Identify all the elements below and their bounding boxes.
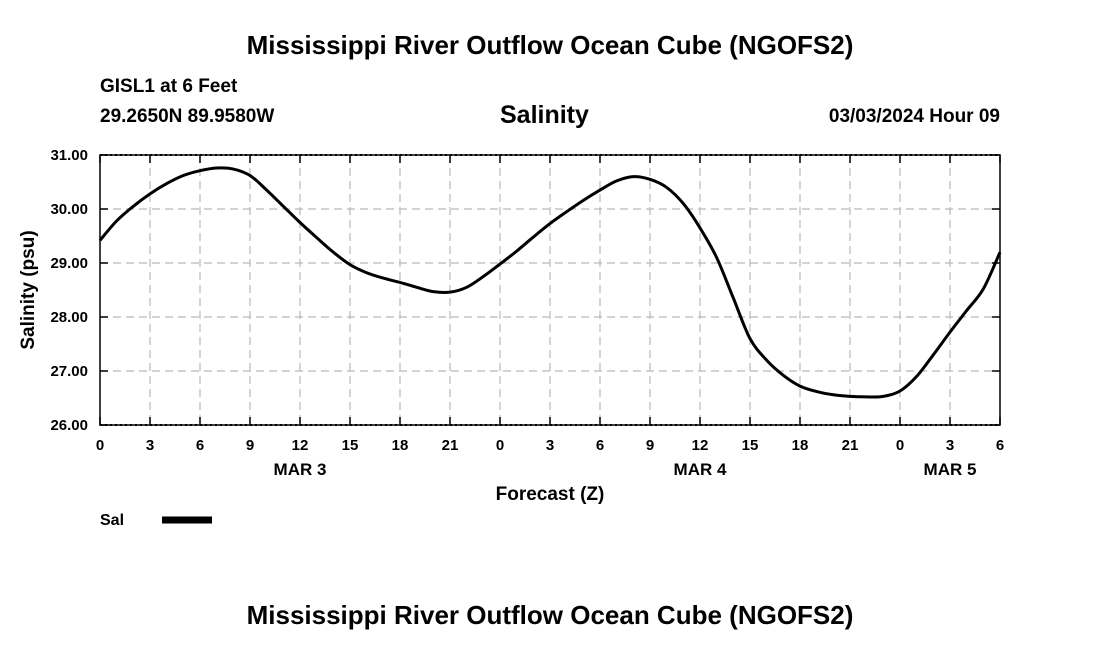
chart-title: Salinity bbox=[500, 101, 589, 129]
page-title: Mississippi River Outflow Ocean Cube (NG… bbox=[246, 30, 854, 60]
y-tick-label: 30.00 bbox=[50, 201, 88, 218]
x-tick-label: 0 bbox=[896, 437, 904, 454]
x-tick-label: 18 bbox=[792, 437, 809, 454]
x-axis-label: Forecast (Z) bbox=[496, 484, 605, 505]
x-tick-label: 15 bbox=[742, 437, 759, 454]
x-tick-label: 18 bbox=[392, 437, 409, 454]
x-tick-label: 0 bbox=[96, 437, 104, 454]
y-tick-label: 29.00 bbox=[50, 255, 88, 272]
x-tick-label: 3 bbox=[946, 437, 954, 454]
day-label: MAR 4 bbox=[674, 460, 727, 479]
x-tick-label: 6 bbox=[996, 437, 1004, 454]
day-label: MAR 5 bbox=[924, 460, 977, 479]
x-tick-label: 6 bbox=[596, 437, 604, 454]
station-label: GISL1 at 6 Feet bbox=[100, 76, 238, 97]
x-tick-label: 9 bbox=[246, 437, 254, 454]
x-tick-label: 15 bbox=[342, 437, 359, 454]
y-tick-label: 31.00 bbox=[50, 147, 88, 164]
x-tick-label: 3 bbox=[546, 437, 554, 454]
footer-title: Mississippi River Outflow Ocean Cube (NG… bbox=[246, 600, 854, 630]
x-tick-label: 12 bbox=[292, 437, 309, 454]
x-tick-label: 21 bbox=[842, 437, 859, 454]
x-tick-label: 12 bbox=[692, 437, 709, 454]
forecast-timestamp: 03/03/2024 Hour 09 bbox=[828, 106, 1000, 127]
y-tick-label: 27.00 bbox=[50, 363, 88, 380]
y-tick-label: 28.00 bbox=[50, 309, 88, 326]
y-axis-label: Salinity (psu) bbox=[18, 230, 39, 349]
tick-labels: 0 3 6 9 12 15 18 21 0 3 6 9 12 15 18 21 0 3 6 26.00 27.00 28.… bbox=[50, 147, 1004, 479]
grid-lines bbox=[100, 155, 1000, 425]
x-tick-label: 9 bbox=[646, 437, 654, 454]
legend-label: Sal bbox=[100, 512, 124, 529]
day-label: MAR 3 bbox=[274, 460, 327, 479]
x-tick-label: 21 bbox=[442, 437, 459, 454]
salinity-series-line bbox=[98, 166, 1002, 399]
salinity-chart: 0 3 6 9 12 15 18 21 0 3 6 9 12 15 18 21 0 3 6 26.00 27.00 28.… bbox=[18, 147, 1004, 529]
station-coordinates: 29.2650N 89.9580W bbox=[100, 106, 275, 127]
x-tick-label: 0 bbox=[496, 437, 504, 454]
x-tick-label: 6 bbox=[196, 437, 204, 454]
x-tick-label: 3 bbox=[146, 437, 154, 454]
y-tick-label: 26.00 bbox=[50, 417, 88, 434]
